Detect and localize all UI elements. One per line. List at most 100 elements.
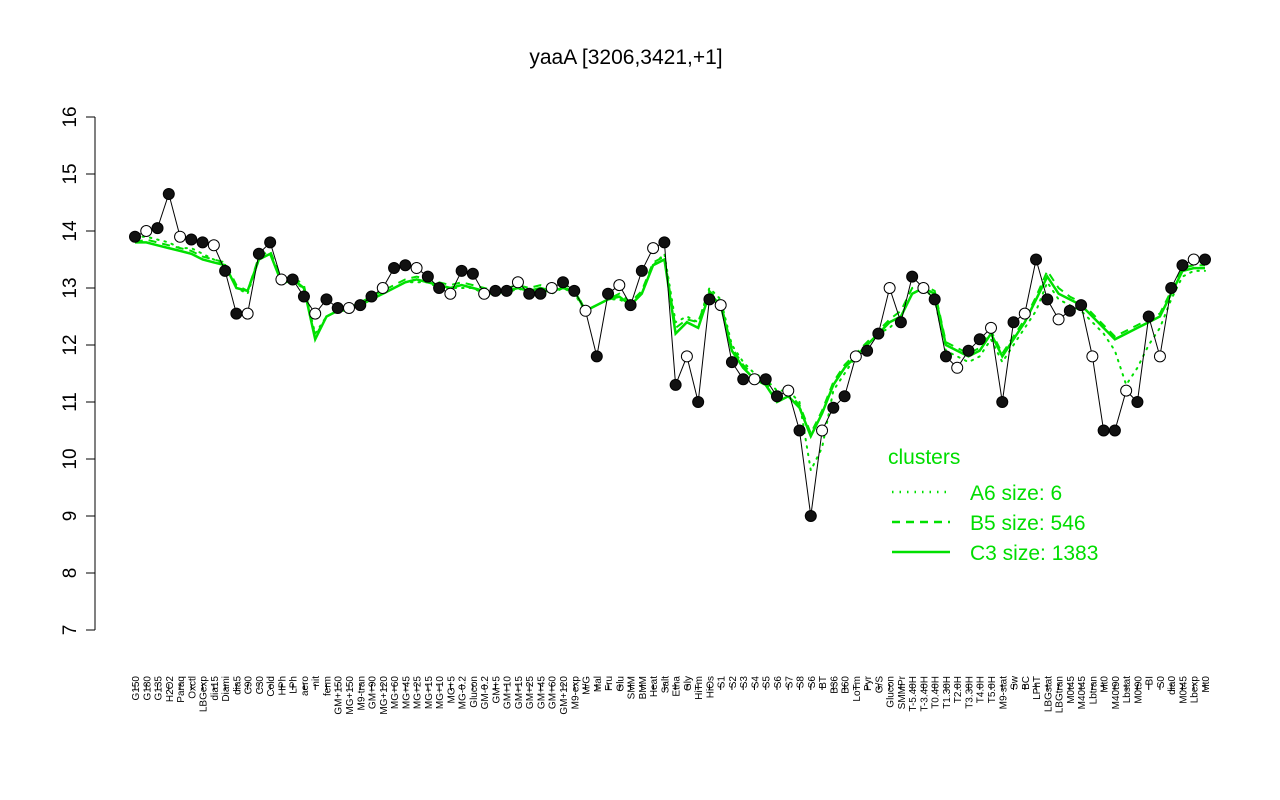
- data-point: [1018, 307, 1031, 320]
- x-tick-label: MG+15: [424, 676, 435, 710]
- y-tick-label: 8: [60, 568, 81, 579]
- x-tick-label: M0t90: [1133, 676, 1144, 704]
- x-tick-label: aero: [300, 676, 311, 696]
- x-tick-label: Etha: [672, 676, 683, 697]
- x-tick-label: Paraq: [176, 676, 187, 703]
- data-point: [523, 287, 536, 300]
- data-point: [1108, 424, 1121, 437]
- x-tick-label: S6: [773, 676, 784, 689]
- x-tick-label: M40t45: [1077, 676, 1088, 710]
- data-point: [849, 350, 862, 363]
- y-tick-label: 16: [60, 106, 81, 127]
- x-tick-label: BI: [1145, 676, 1156, 685]
- legend-label: C3 size: 1383: [970, 542, 1098, 565]
- data-point: [951, 361, 964, 374]
- x-tick-label: SMMPr: [897, 675, 908, 709]
- data-point: [692, 396, 705, 408]
- x-tick-label: Diami: [221, 676, 232, 702]
- data-point: [207, 239, 220, 252]
- cluster-line-dotted: [134, 235, 1206, 474]
- x-tick-label: MG+45: [401, 676, 412, 710]
- x-tick-label: S6: [807, 676, 818, 689]
- legend-label: A6 size: 6: [970, 482, 1062, 505]
- data-point: [376, 282, 389, 294]
- data-point: [1097, 424, 1110, 437]
- x-tick-label: HiTm: [694, 676, 705, 700]
- data-point: [861, 344, 874, 357]
- data-point: [1153, 350, 1166, 363]
- data-point: [343, 301, 355, 314]
- data-point: [185, 233, 198, 246]
- data-point: [466, 267, 479, 280]
- data-point: [782, 384, 795, 397]
- x-tick-label: T3.30H: [964, 676, 975, 709]
- data-point: [793, 424, 806, 437]
- data-point: [680, 350, 693, 363]
- x-tick-label: MG+150: [345, 676, 356, 715]
- x-tick-label: S8: [796, 676, 807, 689]
- data-point: [658, 236, 671, 249]
- x-tick-label: Salt: [660, 676, 671, 693]
- data-point: [624, 299, 637, 312]
- x-tick-label: M40t90: [1111, 676, 1122, 710]
- x-tick-label: Mal: [593, 676, 604, 692]
- x-tick-label: S1: [717, 676, 728, 689]
- x-tick-label: Mt0: [1201, 676, 1212, 693]
- x-tick-label: Oxctl: [187, 676, 198, 699]
- x-tick-label: M0t45: [1178, 676, 1189, 704]
- x-tick-label: S0: [1156, 676, 1167, 689]
- data-point: [1086, 350, 1099, 363]
- data-point: [647, 242, 660, 255]
- x-tick-label: Cold: [266, 676, 277, 697]
- x-axis: G150 G180 G135 H2O2 Paraq Oxctl LBGexp dia15 Dia…: [131, 675, 1212, 714]
- x-tick-label: Sw: [1010, 675, 1021, 690]
- x-tick-label: T-3.40H: [919, 676, 930, 712]
- data-point: [613, 279, 626, 292]
- x-tick-label: GM+10: [503, 676, 514, 710]
- x-tick-label: Lbexp: [1190, 676, 1201, 704]
- data-point: [1142, 310, 1155, 323]
- legend-label: B5 size: 546: [970, 512, 1086, 535]
- data-point: [906, 270, 919, 283]
- data-point: [129, 230, 141, 243]
- data-point: [320, 293, 333, 306]
- data-point: [219, 264, 232, 277]
- data-point: [174, 230, 187, 243]
- x-tick-label: LPh: [289, 676, 300, 694]
- x-tick-label: Lbtran: [1088, 676, 1099, 704]
- data-point: [275, 273, 288, 286]
- data-point: [297, 290, 310, 303]
- data-point: [985, 321, 997, 334]
- data-point: [388, 262, 401, 275]
- x-tick-label: T0.40H: [931, 676, 942, 709]
- y-tick-label: 10: [60, 448, 81, 469]
- x-tick-label: SMM: [627, 676, 638, 699]
- x-tick-label: S4: [750, 676, 761, 689]
- data-point: [1007, 316, 1020, 329]
- cluster-line-dashed: [134, 238, 1205, 436]
- x-tick-label: Glucon: [886, 676, 897, 708]
- x-tick-label: T1.30H: [942, 676, 953, 709]
- x-tick-label: M0t45: [1066, 676, 1077, 704]
- data-point: [748, 373, 761, 386]
- data-point: [354, 299, 367, 312]
- x-tick-label: HPh: [277, 676, 288, 695]
- data-point: [1131, 396, 1144, 408]
- data-points: [129, 187, 1211, 522]
- x-tick-label: Lbstat: [1122, 676, 1133, 703]
- data-point: [714, 299, 727, 312]
- data-point: [478, 287, 491, 300]
- data-point: [252, 247, 265, 260]
- data-point: [1199, 253, 1211, 266]
- x-tick-label: S5: [762, 676, 773, 689]
- x-tick-label: G135: [154, 676, 165, 701]
- data-point: [433, 282, 446, 294]
- data-point: [771, 390, 783, 403]
- x-tick-label: Fru: [604, 676, 615, 691]
- cluster-line-solid: [135, 241, 1205, 440]
- data-point: [1052, 313, 1065, 326]
- data-point: [996, 396, 1009, 408]
- x-tick-label: MG+25: [413, 676, 424, 710]
- chart-title: yaaA [3206,3421,+1]: [529, 46, 722, 69]
